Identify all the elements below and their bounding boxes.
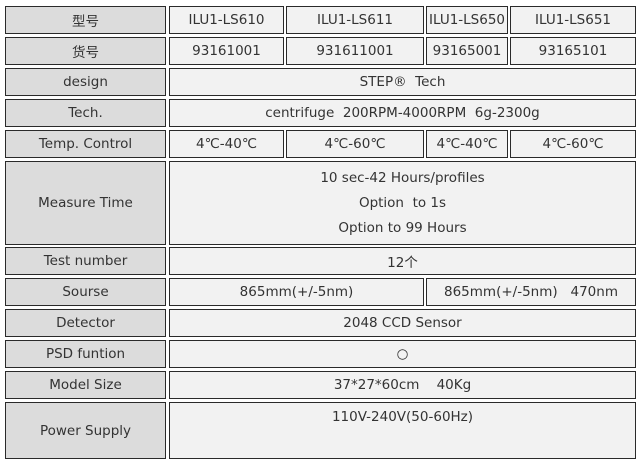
label-psd: PSD funtion bbox=[5, 340, 166, 368]
label-source: Sourse bbox=[5, 278, 166, 306]
label-power-supply: Power Supply bbox=[5, 402, 166, 459]
item-no-cell: 93165101 bbox=[510, 37, 636, 65]
temp-cell: 4℃-60℃ bbox=[510, 130, 636, 158]
model-cell: ILU1-LS651 bbox=[510, 6, 636, 34]
measure-time-value: 10 sec-42 Hours/profiles Option to 1s Op… bbox=[169, 161, 636, 245]
design-value: STEP® Tech bbox=[169, 68, 636, 96]
temp-cell: 4℃-60℃ bbox=[286, 130, 424, 158]
test-number-value: 12个 bbox=[169, 247, 636, 275]
label-item-no: 货号 bbox=[5, 37, 166, 65]
label-measure-time: Measure Time bbox=[5, 161, 166, 245]
psd-value: ○ bbox=[169, 340, 636, 368]
power-supply-value: 110V-240V(50-60Hz) bbox=[169, 402, 636, 459]
tech-value: centrifuge 200RPM-4000RPM 6g-2300g bbox=[169, 99, 636, 127]
temp-cell: 4℃-40℃ bbox=[169, 130, 284, 158]
measure-time-line: Option to 99 Hours bbox=[338, 219, 467, 236]
model-cell: ILU1-LS650 bbox=[426, 6, 508, 34]
measure-time-line: Option to 1s bbox=[358, 194, 447, 211]
label-detector: Detector bbox=[5, 309, 166, 337]
measure-time-line: 10 sec-42 Hours/profiles bbox=[320, 170, 485, 187]
model-size-value: 37*27*60cm 40Kg bbox=[169, 371, 636, 399]
source-cell: 865mm(+/-5nm) bbox=[169, 278, 424, 306]
detector-value: 2048 CCD Sensor bbox=[169, 309, 636, 337]
item-no-cell: 931611001 bbox=[286, 37, 424, 65]
item-no-cell: 93165001 bbox=[426, 37, 508, 65]
label-model: 型号 bbox=[5, 6, 166, 34]
label-model-size: Model Size bbox=[5, 371, 166, 399]
temp-cell: 4℃-40℃ bbox=[426, 130, 508, 158]
model-cell: ILU1-LS610 bbox=[169, 6, 284, 34]
label-tech: Tech. bbox=[5, 99, 166, 127]
label-design: design bbox=[5, 68, 166, 96]
model-cell: ILU1-LS611 bbox=[286, 6, 424, 34]
label-test-number: Test number bbox=[5, 247, 166, 275]
label-temp: Temp. Control bbox=[5, 130, 166, 158]
source-cell: 865mm(+/-5nm) 470nm bbox=[426, 278, 636, 306]
item-no-cell: 93161001 bbox=[169, 37, 284, 65]
